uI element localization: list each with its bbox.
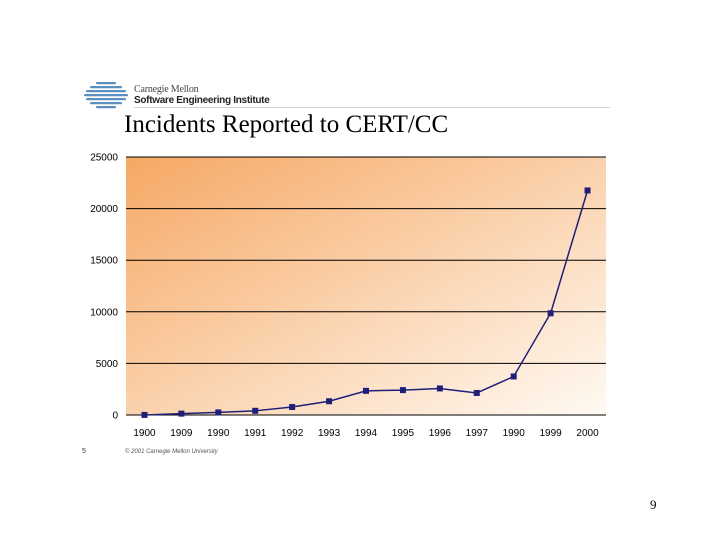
y-tick-label: 15000 bbox=[90, 256, 118, 267]
x-tick-label: 1990 bbox=[503, 428, 526, 439]
data-point-marker bbox=[252, 407, 259, 414]
x-tick-label: 1993 bbox=[318, 428, 341, 439]
y-tick-label: 5000 bbox=[96, 359, 119, 370]
data-point-marker bbox=[510, 373, 517, 380]
y-tick-label: 10000 bbox=[90, 307, 118, 318]
data-point-marker bbox=[584, 187, 591, 194]
data-point-marker bbox=[547, 310, 554, 317]
copyright-notice: © 2001 Carnegie Mellon University bbox=[125, 449, 218, 455]
x-tick-label: 1996 bbox=[429, 428, 452, 439]
y-tick-label: 20000 bbox=[90, 204, 118, 215]
slide-number: 5 bbox=[82, 448, 86, 455]
page-number: 9 bbox=[650, 497, 657, 512]
x-tick-label: 1994 bbox=[355, 428, 378, 439]
x-tick-label: 2000 bbox=[576, 428, 599, 439]
y-tick-label: 25000 bbox=[90, 153, 118, 164]
data-point-marker bbox=[289, 404, 296, 411]
logo-university-name: Carnegie Mellon bbox=[134, 84, 199, 95]
data-point-marker bbox=[215, 409, 222, 416]
data-point-marker bbox=[436, 385, 443, 392]
x-tick-label: 1999 bbox=[539, 428, 562, 439]
data-point-marker bbox=[141, 411, 148, 418]
y-tick-label: 0 bbox=[112, 411, 118, 422]
x-tick-label: 1991 bbox=[244, 428, 267, 439]
x-tick-label: 1909 bbox=[170, 428, 193, 439]
x-tick-label: 1995 bbox=[392, 428, 415, 439]
sei-logo: Carnegie Mellon Software Engineering Ins… bbox=[84, 80, 284, 110]
header-rule bbox=[134, 107, 610, 108]
x-tick-label: 1997 bbox=[466, 428, 489, 439]
x-tick-label: 1992 bbox=[281, 428, 304, 439]
data-point-marker bbox=[363, 387, 369, 394]
data-point-marker bbox=[326, 398, 333, 405]
striped-globe-icon bbox=[84, 82, 128, 109]
slide-title: Incidents Reported to CERT/CC bbox=[124, 111, 449, 138]
x-tick-label: 1990 bbox=[207, 428, 230, 439]
data-point-marker bbox=[473, 389, 480, 396]
data-point-marker bbox=[399, 387, 406, 394]
x-tick-label: 1900 bbox=[133, 428, 156, 439]
data-point-marker bbox=[178, 410, 185, 417]
plot-area bbox=[126, 157, 606, 415]
logo-institute-name: Software Engineering Institute bbox=[134, 95, 270, 106]
